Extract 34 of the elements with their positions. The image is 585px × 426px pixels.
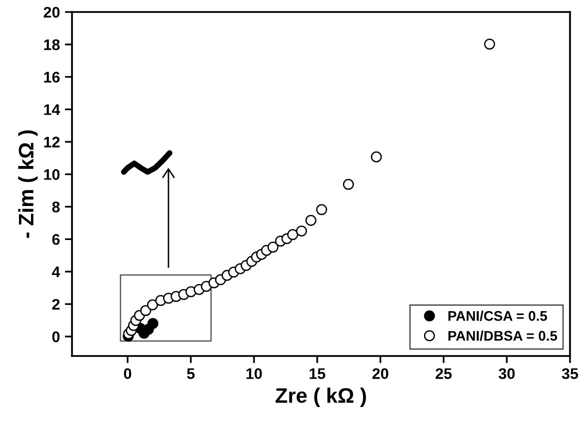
- point: [147, 318, 158, 330]
- x-tick-label: 10: [246, 368, 262, 380]
- point: [287, 229, 298, 240]
- point: [316, 204, 328, 216]
- y-tick-label: 20: [44, 6, 60, 18]
- x-tick-label: 5: [187, 368, 195, 380]
- point: [140, 305, 152, 316]
- point: [296, 226, 308, 237]
- y-tick-label: 0: [52, 331, 60, 342]
- x-tick-label: 15: [310, 368, 326, 380]
- y-axis-title: - Zim ( kΩ ): [18, 130, 38, 238]
- y-tick-label: 10: [44, 169, 60, 180]
- x-tick-label: 20: [372, 368, 388, 380]
- point: [267, 242, 278, 253]
- x-tick-label: 30: [498, 368, 515, 380]
- legend-label: PANI/CSA = 0.5: [448, 310, 548, 322]
- y-tick-label: 14: [44, 104, 60, 115]
- point: [305, 214, 316, 226]
- point: [147, 299, 158, 310]
- point: [370, 151, 382, 162]
- point: [342, 178, 354, 190]
- x-tick-label: 35: [562, 368, 578, 380]
- y-tick-label: 8: [52, 202, 60, 212]
- y-tick-label: 2: [52, 298, 60, 310]
- y-tick-label: 12: [44, 136, 60, 148]
- y-tick-label: 16: [44, 72, 60, 83]
- y-tick-label: 4: [52, 266, 60, 278]
- y-tick-label: 18: [44, 39, 60, 50]
- point: [484, 38, 496, 50]
- legend-label: PANI/DBSA = 0.5: [448, 330, 558, 341]
- x-tick-label: 0: [124, 368, 132, 380]
- x-tick-label: 25: [436, 368, 452, 380]
- y-tick-label: 6: [52, 234, 60, 245]
- x-axis-title: Zre ( kΩ ): [276, 388, 366, 408]
